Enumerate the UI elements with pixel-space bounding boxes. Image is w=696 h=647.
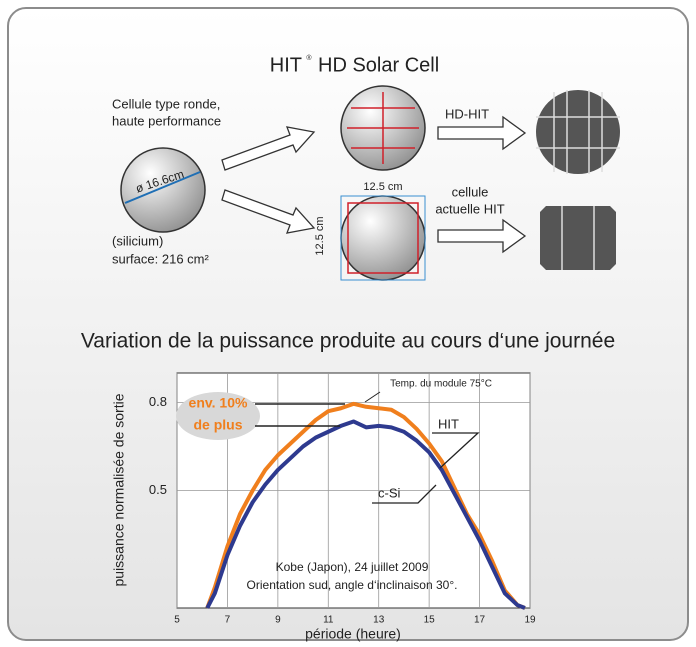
dimension-box <box>340 195 426 281</box>
arrow <box>437 218 527 254</box>
square-wafer <box>340 195 426 281</box>
surface-label: surface: 216 cm² <box>112 251 209 266</box>
side-label: 12.5 cm <box>363 181 402 193</box>
busbars <box>561 206 595 270</box>
annotation: Orientation sud, angle d‘inclinaison 30°… <box>247 578 458 592</box>
arrow <box>221 126 316 171</box>
legend-label: HIT <box>438 416 459 431</box>
x-tick-label: 13 <box>373 615 385 626</box>
y-tick-label: 0.5 <box>149 482 167 497</box>
series-line <box>205 401 526 610</box>
side-label: 12.5 cm <box>314 216 326 255</box>
annotation: Temp. du module 75°C <box>390 379 492 390</box>
y-axis-label: puissance normalisée de sortie <box>111 393 127 586</box>
annotation: Kobe (Japon), 24 juillet 2009 <box>276 560 429 574</box>
leader <box>255 403 345 427</box>
leader <box>372 484 437 504</box>
current-label: cellule <box>452 184 489 199</box>
annotation: env. 10% <box>189 395 248 411</box>
cell-label: haute performance <box>112 113 221 128</box>
material-label: (silicium) <box>112 233 163 248</box>
annotation: de plus <box>193 417 242 433</box>
x-axis-label: période (heure) <box>305 626 401 642</box>
x-tick-label: 15 <box>424 615 436 626</box>
hit-cell <box>540 206 616 270</box>
title-mark: ® <box>306 54 312 62</box>
cell-label: Cellule type ronde, <box>112 96 220 111</box>
x-tick-label: 19 <box>524 615 536 626</box>
diagram-title-rest: HD Solar Cell <box>318 54 439 76</box>
chart-title: Variation de la puissance produite au co… <box>81 330 615 353</box>
hd-cell <box>536 90 620 174</box>
round-wafer <box>120 147 206 233</box>
arrow <box>437 115 527 151</box>
hd-label: HD-HIT <box>445 106 489 121</box>
current-label: actuelle HIT <box>435 201 504 216</box>
y-tick-label: 0.8 <box>149 394 167 409</box>
diameter-line <box>124 171 201 204</box>
series-line <box>205 419 526 610</box>
x-tick-label: 7 <box>225 615 231 626</box>
cut-lines <box>347 92 419 164</box>
leader <box>364 391 381 403</box>
diagram-title: HIT <box>270 54 302 76</box>
highlight <box>176 392 260 440</box>
x-tick-label: 9 <box>275 615 281 626</box>
cut-square <box>347 202 419 274</box>
busbars <box>536 90 620 174</box>
legend-label: c-Si <box>378 485 401 500</box>
x-tick-label: 5 <box>174 615 180 626</box>
arrow <box>221 189 316 234</box>
x-tick-label: 11 <box>323 615 334 626</box>
x-tick-label: 17 <box>474 615 486 626</box>
leader <box>432 432 480 469</box>
